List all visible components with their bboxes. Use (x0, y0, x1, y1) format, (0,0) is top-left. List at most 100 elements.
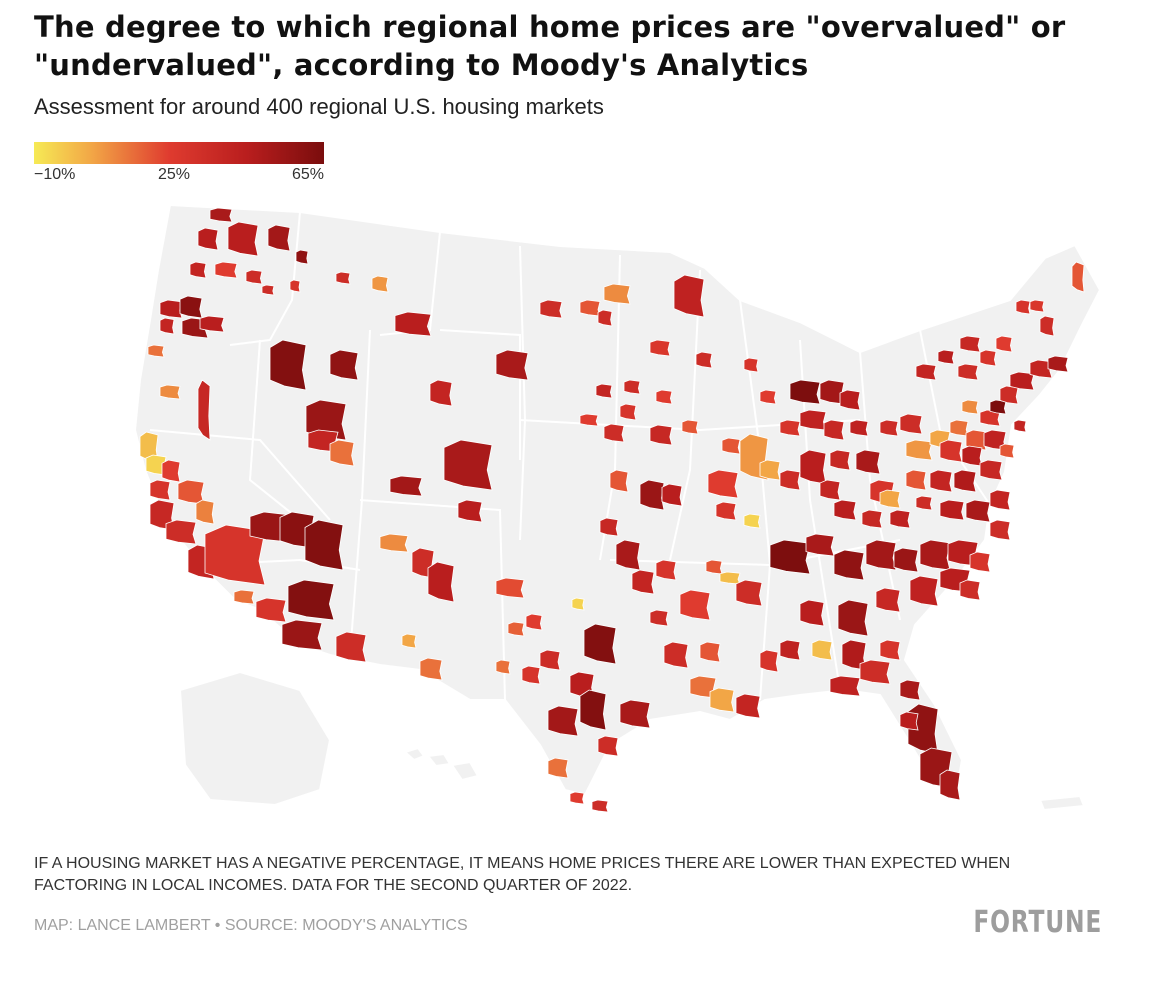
market-region (849, 419, 869, 437)
market-region (245, 269, 263, 285)
market-region (521, 665, 541, 685)
market-region (859, 659, 891, 685)
market-region (865, 539, 897, 571)
market-region (957, 363, 979, 381)
market-region (705, 559, 723, 575)
alaska-shape (178, 670, 332, 807)
market-region (989, 489, 1011, 511)
market-region (959, 579, 981, 601)
market-region (579, 413, 599, 427)
state-border (669, 269, 701, 561)
market-region (507, 621, 525, 637)
market-region (779, 639, 801, 661)
market-region (1039, 315, 1055, 337)
market-region (195, 499, 215, 525)
market-region (595, 383, 613, 399)
market-region (199, 315, 225, 333)
market-region (525, 613, 543, 631)
market-region (269, 339, 307, 391)
market-region (961, 445, 983, 467)
market-region (427, 561, 455, 603)
market-region (189, 261, 207, 279)
market-region (631, 569, 655, 595)
market-region (699, 641, 721, 663)
market-region (995, 335, 1013, 353)
market-region (989, 399, 1007, 415)
market-region (304, 519, 344, 571)
market-region (204, 524, 266, 586)
market-region (961, 399, 979, 415)
market-region (495, 577, 525, 599)
market-region (899, 413, 923, 435)
market-region (879, 639, 901, 661)
market-region (281, 619, 323, 651)
market-region (673, 274, 705, 318)
us-housing-map (133, 203, 1102, 813)
market-region (715, 501, 737, 521)
market-region (603, 283, 631, 305)
market-region (597, 309, 613, 327)
market-region (979, 409, 1001, 427)
market-region (161, 459, 181, 483)
market-region (929, 469, 953, 493)
state-border (149, 429, 331, 521)
market-region (1071, 261, 1085, 293)
market-region (721, 437, 741, 455)
market-region (695, 351, 713, 369)
market-region (539, 649, 561, 671)
market-region (937, 349, 955, 365)
market-region (837, 599, 869, 637)
market-region (905, 439, 933, 461)
legend-tick-mid: 25% (158, 166, 191, 183)
chart-subtitle: Assessment for around 400 regional U.S. … (34, 94, 604, 119)
market-region (619, 699, 651, 729)
market-region (779, 419, 801, 437)
market-region (875, 587, 901, 613)
market-region (861, 509, 883, 529)
market-region (949, 419, 969, 437)
market-region (893, 547, 919, 573)
market-region (569, 791, 585, 805)
market-region (833, 499, 857, 521)
market-region (959, 335, 981, 353)
market-region (759, 459, 781, 481)
market-region (799, 409, 827, 431)
market-region (443, 439, 493, 491)
market-region (879, 419, 899, 437)
puerto-rico-shape (1038, 794, 1086, 812)
market-region (165, 519, 197, 545)
market-region (649, 339, 671, 357)
market-region (289, 279, 301, 293)
market-region (759, 389, 777, 405)
market-region (823, 419, 845, 441)
market-region (335, 631, 367, 663)
market-region (379, 533, 409, 553)
market-region (899, 711, 919, 731)
market-region (159, 317, 175, 335)
market-region (979, 459, 1003, 481)
market-region (287, 579, 335, 621)
market-region (999, 385, 1019, 405)
market-region (623, 379, 641, 395)
market-region (539, 299, 563, 319)
market-region (639, 479, 665, 511)
market-region (255, 597, 287, 623)
market-region (419, 657, 443, 681)
market-region (663, 641, 689, 669)
market-region (909, 575, 939, 607)
state-border (379, 231, 441, 336)
state-border (359, 499, 506, 701)
market-region (619, 403, 637, 421)
source-credit: Map: Lance Lambert • Source: Moody's Ana… (34, 917, 468, 934)
market-region (889, 509, 911, 529)
market-region (615, 539, 641, 571)
market-region (571, 597, 585, 611)
market-region (329, 349, 359, 381)
market-region (999, 443, 1015, 459)
market-region (661, 483, 683, 507)
market-region (149, 479, 171, 501)
color-legend: −10% 25% 65% (34, 142, 324, 184)
market-region (209, 207, 233, 223)
market-region (989, 519, 1011, 541)
market-region (579, 689, 607, 731)
